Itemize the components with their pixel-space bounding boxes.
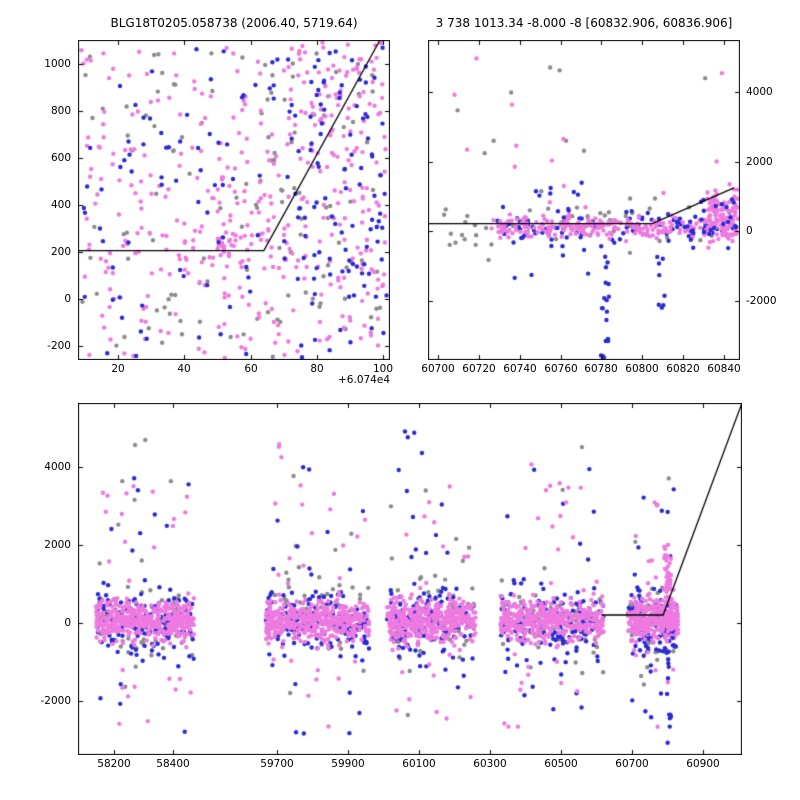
x-tick-label: 60840 [707,363,741,375]
x-tick-label: 80 [310,363,324,375]
chart2-title: 3 738 1013.34 -8.000 -8 [60832.906, 6083… [435,16,733,30]
chart2-canvas [428,40,740,360]
x-tick-label: 60700 [421,363,455,375]
y-tick-label: 4000 [746,85,773,98]
x-tick-label: 60720 [462,363,496,375]
x-axis-offset-label: +6.074e4 [338,374,390,386]
x-tick-label: 59700 [260,758,294,770]
chart1-canvas [78,40,390,360]
x-tick-label: 60900 [686,758,720,770]
y-tick-label: 2000 [746,155,773,168]
y-tick-label: -2000 [40,694,71,707]
y-tick-label: 800 [50,104,71,117]
x-tick-label: 60100 [402,758,436,770]
x-tick-label: 60500 [544,758,578,770]
chart2-plot: 60700 60720 60740 60760 60780 60800 60820 60840… [421,40,777,374]
y-tick-label: 200 [50,245,71,258]
x-tick-label: 58200 [97,758,131,770]
y-tick-label: 0 [64,616,71,629]
x-tick-label: 60740 [503,363,537,375]
x-tick-label: 60300 [473,758,507,770]
x-tick-label: 60700 [615,758,649,770]
y-tick-label: 2000 [44,538,71,551]
chart3-canvas [78,403,742,755]
x-tick-label: 60760 [544,363,578,375]
y-tick-label: 400 [50,198,71,211]
y-tick-label: -2000 [746,294,777,307]
x-tick-label: 20 [111,363,125,375]
y-tick-label: 1000 [44,57,71,70]
y-tick-label: 4000 [44,460,71,473]
y-tick-label: 0 [64,292,71,305]
x-tick-label: 40 [177,363,191,375]
y-tick-label: 0 [746,224,753,237]
chart3-plot: 58200 58400 59700 59900 60100 60300 60500 60700… [40,403,742,769]
chart1-plot: +6.074e4 20 40 60 80 100 -200 0 200 400 600 800 100… [44,40,393,386]
x-tick-label: 100 [372,363,394,375]
y-tick-label: -200 [47,339,71,352]
x-tick-label: 60 [244,363,258,375]
chart1-title: BLG18T0205.058738 (2006.40, 5719.64) [110,16,358,30]
x-tick-label: 59900 [331,758,365,770]
x-tick-label: 58400 [156,758,190,770]
x-tick-label: 60800 [625,363,659,375]
y-tick-label: 600 [50,151,71,164]
x-tick-label: 60820 [666,363,700,375]
x-tick-label: 60780 [584,363,618,375]
